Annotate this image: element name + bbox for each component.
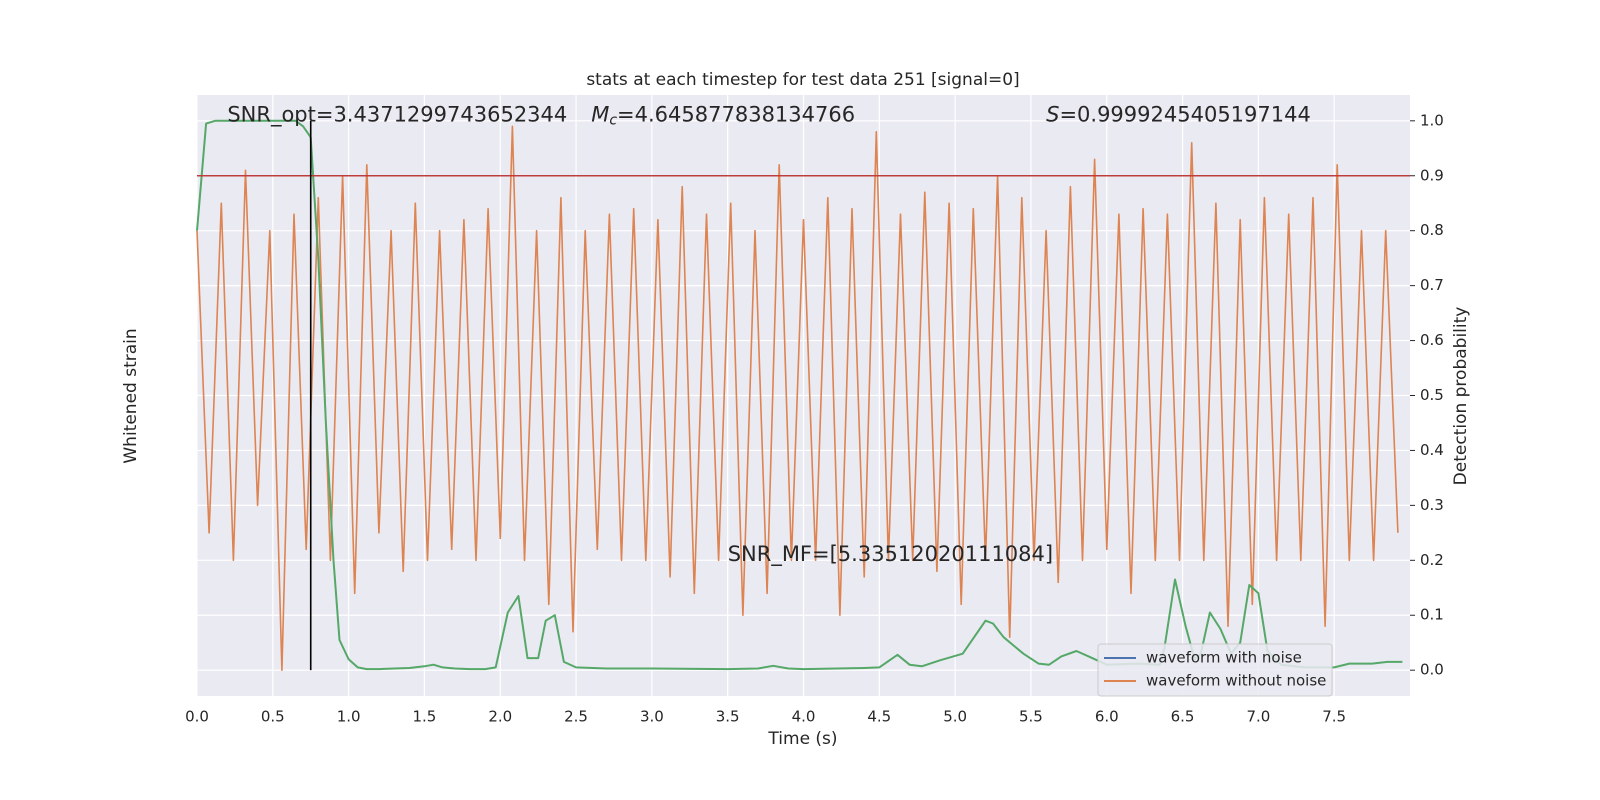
annotation-text: SNR_opt=3.4371299743652344	[227, 102, 567, 127]
y2-tick-label: 0.9	[1420, 166, 1444, 184]
y2-tick-label: 0.0	[1420, 661, 1444, 679]
y2-tick-label: 0.5	[1420, 386, 1444, 404]
y2-tick-label: 1.0	[1420, 111, 1444, 129]
y2-tick-label: 0.7	[1420, 276, 1444, 294]
y2-tick-label: 0.3	[1420, 496, 1444, 514]
y2-tick-label: 0.2	[1420, 551, 1444, 569]
annotation-subscript: c	[609, 112, 617, 128]
chart-title: stats at each timestep for test data 251…	[586, 70, 1019, 90]
y2-tick-label: 0.6	[1420, 331, 1444, 349]
x-tick-label: 7.0	[1246, 708, 1270, 726]
x-tick-label: 1.5	[413, 708, 437, 726]
annotation-symbol: S	[1046, 102, 1059, 126]
annotation-symbol: M	[591, 102, 609, 126]
x-tick-label: 7.5	[1322, 708, 1346, 726]
x-tick-label: 6.0	[1095, 708, 1119, 726]
annotation-text: =0.9999245405197144	[1059, 102, 1310, 126]
x-tick-label: 4.5	[867, 708, 891, 726]
y2-tick-label: 0.8	[1420, 221, 1444, 239]
x-tick-label: 1.0	[337, 708, 361, 726]
y2-tick-label: 0.1	[1420, 606, 1444, 624]
legend-label: waveform without noise	[1146, 672, 1326, 690]
x-tick-label: 2.0	[488, 708, 512, 726]
annotation: SNR_MF=[5.33512020111084]	[728, 542, 1053, 567]
annotation: SNR_opt=3.4371299743652344	[227, 102, 567, 127]
series-line	[196, 125, 1399, 672]
x-tick-label: 6.5	[1171, 708, 1195, 726]
x-tick-label: 4.0	[792, 708, 816, 726]
x-tick-label: 0.0	[185, 708, 209, 726]
x-tick-label: 5.5	[1019, 708, 1043, 726]
series-line	[196, 119, 1403, 671]
annotation-text: SNR_MF=[5.33512020111084]	[728, 542, 1053, 567]
x-axis-label: Time (s)	[767, 729, 837, 749]
y2-axis-label: Detection probability	[1451, 307, 1471, 486]
annotation: Mc=4.645877838134766	[591, 102, 855, 128]
x-tick-label: 5.0	[943, 708, 967, 726]
x-tick-label: 3.0	[640, 708, 664, 726]
x-tick-label: 2.5	[564, 708, 588, 726]
legend-label: waveform with noise	[1146, 649, 1302, 667]
legend-box	[1097, 643, 1333, 697]
x-tick-label: 0.5	[261, 708, 285, 726]
y-axis-label: Whitened strain	[121, 328, 141, 463]
annotation: S=0.9999245405197144	[1046, 102, 1311, 126]
y2-tick-label: 0.4	[1420, 441, 1444, 459]
annotation-text: =4.645877838134766	[617, 102, 855, 126]
x-tick-label: 3.5	[716, 708, 740, 726]
